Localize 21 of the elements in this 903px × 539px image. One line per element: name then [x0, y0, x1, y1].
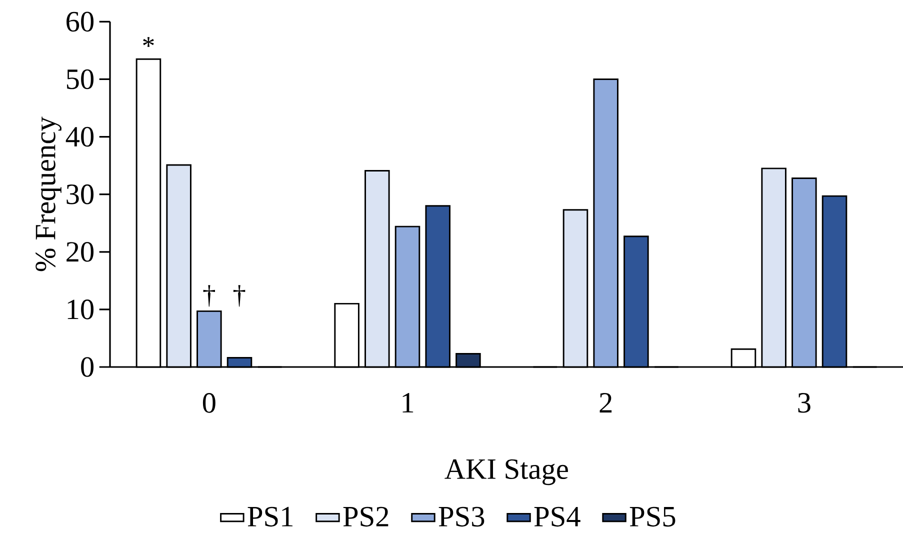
y-tick-label: 50 [67, 69, 94, 90]
annotation: † [233, 285, 246, 307]
legend-label: PS4 [534, 506, 580, 527]
legend-label: PS1 [248, 506, 292, 527]
annotation: † [203, 285, 216, 307]
y-tick-label: 0 [81, 357, 94, 377]
y-tick-label: 30 [66, 184, 94, 204]
annotation: * [143, 37, 154, 47]
y-tick-label: 10 [68, 300, 94, 320]
y-axis-title: % Frequency [36, 116, 62, 272]
x-tick-label: 3 [798, 393, 810, 413]
x-tick-label: 0 [202, 393, 216, 413]
y-tick-label: 40 [66, 126, 94, 147]
legend-label: PS3 [438, 506, 484, 527]
legend-label: PS2 [343, 506, 388, 527]
x-tick-label: 1 [402, 393, 414, 412]
legend-label: PS5 [630, 506, 676, 527]
y-tick-label: 60 [66, 12, 94, 32]
x-axis-title: AKI Stage [444, 459, 568, 486]
x-tick-label: 2 [600, 393, 612, 412]
y-tick-label: 20 [66, 242, 94, 262]
